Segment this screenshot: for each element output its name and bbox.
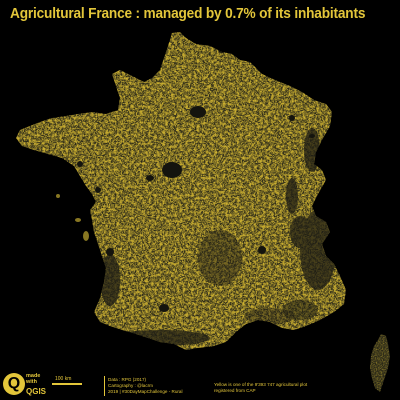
legend-line-2: registered from CAP [214, 388, 256, 394]
map-title: Agricultural France : managed by 0.7% of… [10, 5, 366, 22]
credits-challenge: 2019 | #30DayMapChallenge - Rural [108, 389, 183, 395]
qgis-logo: Q made with QGIS [3, 370, 47, 398]
credits-divider [104, 376, 105, 396]
legend-note: Yellow is one of the 9'393 747 agricultu… [214, 382, 307, 394]
legend-line-1: Yellow is one of the 9'393 747 agricultu… [214, 382, 308, 387]
west-islands [56, 194, 89, 241]
credits-block: Data : RPG (2017) Cartography : @lacrm 2… [108, 377, 182, 396]
logo-made-with: made with [26, 373, 41, 385]
credits-cartography: Cartography : @lacrm [108, 383, 153, 389]
qgis-logo-icon: Q [3, 373, 25, 395]
scale-bar [52, 383, 82, 385]
logo-name: QGIS [26, 387, 47, 396]
corsica-island [370, 334, 390, 392]
scale-label: 100 km [55, 376, 72, 382]
credits-data-source: Data : RPG (2017) [108, 377, 147, 382]
